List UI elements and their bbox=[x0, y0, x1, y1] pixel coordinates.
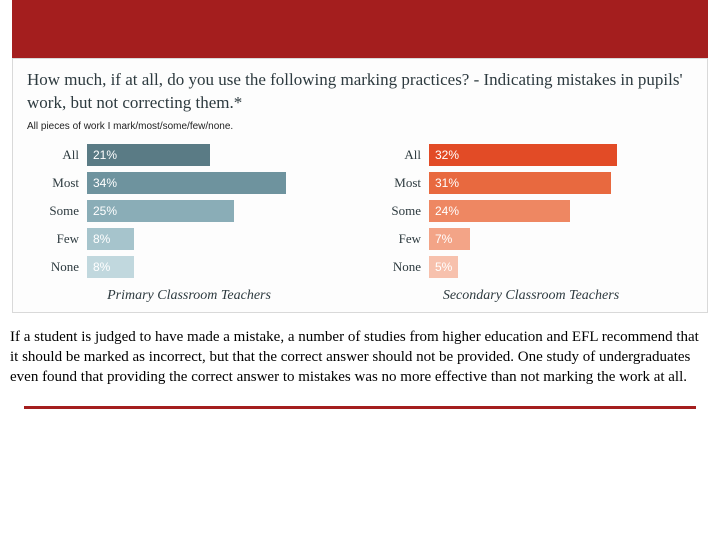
bar-value-label: 5% bbox=[435, 256, 452, 278]
bar-value-label: 24% bbox=[435, 200, 459, 222]
bar-value-label: 21% bbox=[93, 144, 117, 166]
primary-title: Primary Classroom Teachers bbox=[27, 288, 351, 304]
bar-track: 8% bbox=[87, 228, 351, 250]
bar-value-label: 32% bbox=[435, 144, 459, 166]
bar-track: 7% bbox=[429, 228, 693, 250]
bar-category-label: Some bbox=[369, 203, 429, 219]
bar-track: 31% bbox=[429, 172, 693, 194]
bar-value-label: 7% bbox=[435, 228, 452, 250]
bar-row: Some 25% bbox=[27, 198, 351, 224]
bar-category-label: Some bbox=[27, 203, 87, 219]
bar-track: 25% bbox=[87, 200, 351, 222]
bar-row: None 8% bbox=[27, 254, 351, 280]
question-subtext: All pieces of work I mark/most/some/few/… bbox=[27, 121, 693, 132]
body-paragraph: If a student is judged to have made a mi… bbox=[0, 313, 720, 388]
bar-category-label: Most bbox=[27, 175, 87, 191]
bar-track: 21% bbox=[87, 144, 351, 166]
bar-track: 32% bbox=[429, 144, 693, 166]
chart-primary: All 21% Most 34% Some 25% Few 8% None 8% Primary C… bbox=[27, 142, 351, 304]
bar-category-label: None bbox=[369, 259, 429, 275]
bar-row: All 21% bbox=[27, 142, 351, 168]
bar-category-label: Most bbox=[369, 175, 429, 191]
bar-track: 5% bbox=[429, 256, 693, 278]
bar-row: Most 34% bbox=[27, 170, 351, 196]
bar-track: 34% bbox=[87, 172, 351, 194]
chart-card: How much, if at all, do you use the foll… bbox=[12, 58, 708, 313]
question-text: How much, if at all, do you use the foll… bbox=[27, 69, 693, 115]
bottom-rule bbox=[24, 406, 696, 409]
bar-category-label: All bbox=[369, 147, 429, 163]
bar-value-label: 8% bbox=[93, 256, 110, 278]
bar-row: None 5% bbox=[369, 254, 693, 280]
bar-row: All 32% bbox=[369, 142, 693, 168]
bar-row: Few 7% bbox=[369, 226, 693, 252]
bar-track: 8% bbox=[87, 256, 351, 278]
bar-track: 24% bbox=[429, 200, 693, 222]
bar-row: Few 8% bbox=[27, 226, 351, 252]
chart-secondary: All 32% Most 31% Some 24% Few 7% None 5% Secondary… bbox=[369, 142, 693, 304]
bar-category-label: Few bbox=[369, 231, 429, 247]
bar-value-label: 31% bbox=[435, 172, 459, 194]
secondary-title: Secondary Classroom Teachers bbox=[369, 288, 693, 304]
bar-value-label: 8% bbox=[93, 228, 110, 250]
bar-value-label: 34% bbox=[93, 172, 117, 194]
charts-row: All 21% Most 34% Some 25% Few 8% None 8% Primary C… bbox=[27, 142, 693, 304]
bar-category-label: None bbox=[27, 259, 87, 275]
bar-category-label: Few bbox=[27, 231, 87, 247]
top-banner bbox=[12, 0, 708, 58]
bar-row: Some 24% bbox=[369, 198, 693, 224]
bar-category-label: All bbox=[27, 147, 87, 163]
bar-value-label: 25% bbox=[93, 200, 117, 222]
bar-row: Most 31% bbox=[369, 170, 693, 196]
